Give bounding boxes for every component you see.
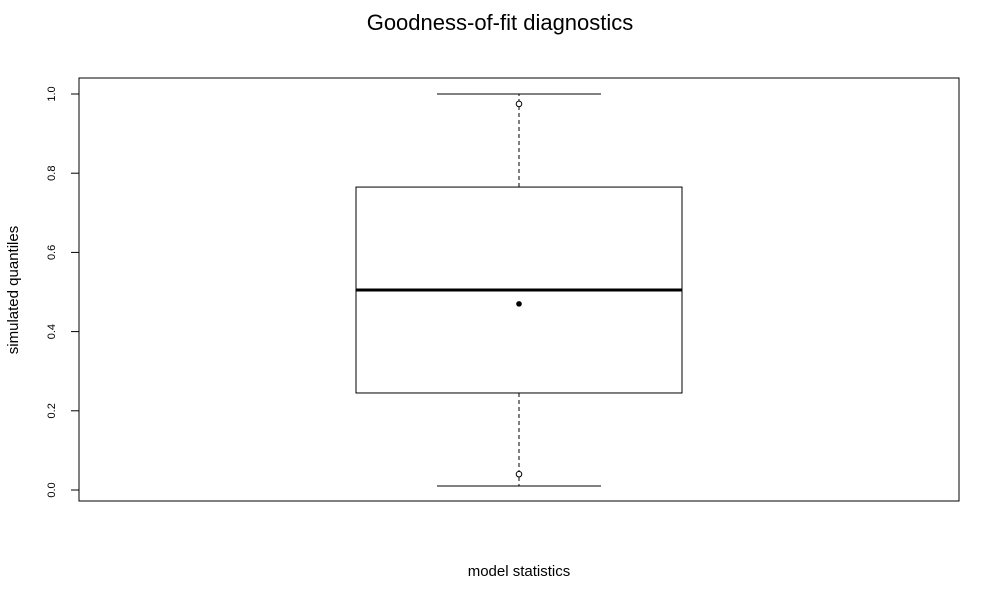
y-axis-label: simulated quantiles — [5, 226, 22, 354]
x-axis-label: model statistics — [468, 563, 571, 580]
reference-point — [515, 470, 523, 478]
y-tick-label: 0.2 — [46, 403, 58, 418]
mean-point — [516, 301, 522, 307]
y-tick-label: 1.0 — [46, 86, 58, 101]
reference-point — [515, 100, 523, 108]
plot-frame — [78, 77, 960, 502]
y-tick-label: 0.0 — [46, 482, 58, 497]
box-group — [355, 93, 683, 487]
y-axis: 0.0 0.2 0.4 0.6 0.8 1.0 — [46, 86, 79, 498]
y-tick-label: 0.8 — [46, 166, 58, 181]
chart-title: Goodness-of-fit diagnostics — [367, 10, 634, 35]
y-tick-label: 0.6 — [46, 245, 58, 260]
y-tick-label: 0.4 — [46, 324, 58, 339]
